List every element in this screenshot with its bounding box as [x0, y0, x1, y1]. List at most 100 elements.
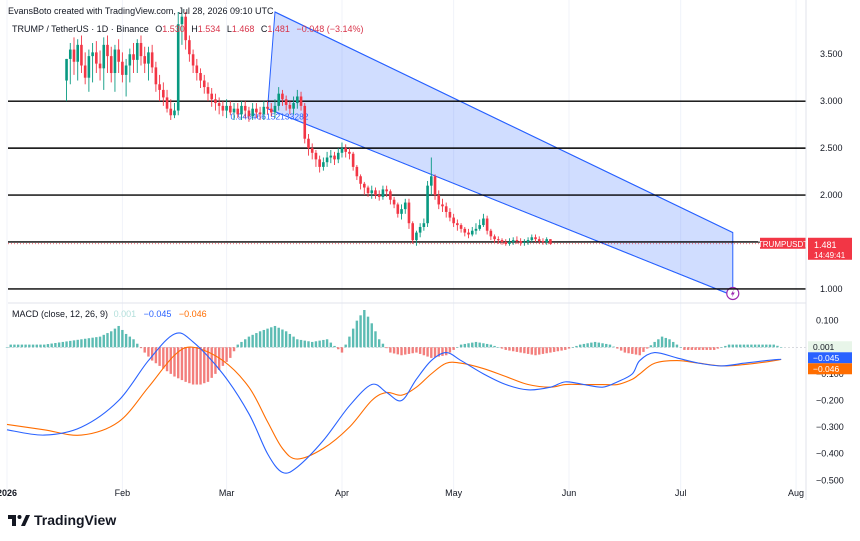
- candle-body: [273, 105, 277, 113]
- macd-histogram-bar: [489, 344, 493, 348]
- macd-histogram-bar: [288, 333, 292, 348]
- macd-histogram-bar: [303, 340, 306, 348]
- symbol-tag-text: TRUMPUSDT: [758, 240, 808, 249]
- macd-histogram-bar: [344, 344, 347, 348]
- candle-body: [422, 223, 426, 227]
- candle-body: [437, 195, 441, 205]
- macd-histogram-bar: [549, 347, 552, 353]
- candle-body: [284, 99, 288, 105]
- tradingview-logo[interactable]: TradingView: [8, 512, 116, 528]
- symbol-name: TRUMP / TetherUS · 1D · Binance: [12, 24, 149, 34]
- candle-body: [426, 185, 429, 224]
- macd-histogram-bar: [672, 341, 675, 348]
- macd-histogram-bar: [645, 347, 649, 349]
- macd-histogram-bar: [586, 343, 589, 348]
- horizontal-levels[interactable]: [8, 100, 806, 290]
- macd-histogram-bar: [273, 325, 277, 348]
- candle-body: [296, 96, 299, 104]
- candle-body: [106, 44, 109, 57]
- macd-histogram-bar: [5, 347, 9, 348]
- candle-body: [91, 52, 94, 57]
- macd-indicator-name: MACD (close, 12, 26, 9): [12, 309, 109, 319]
- lightning-icon: [730, 289, 735, 298]
- x-tick-label: 2026: [0, 488, 17, 498]
- channel-annotation: 0.946466152133282: [231, 112, 309, 122]
- candle-body: [154, 67, 158, 85]
- x-tick-label: Apr: [335, 488, 349, 498]
- candle-body: [329, 155, 333, 158]
- macd-histogram-bar: [46, 344, 50, 348]
- candle-body: [139, 42, 143, 57]
- macd-histogram-bar: [206, 347, 210, 382]
- candle-body: [526, 240, 530, 242]
- macd-legend[interactable]: MACD (close, 12, 26, 9) 0.001 −0.045 −0.…: [12, 309, 207, 319]
- candle-body: [247, 110, 251, 117]
- candle-body: [180, 16, 184, 25]
- candle-body: [504, 241, 508, 244]
- countdown-text: 14:49:41: [814, 251, 846, 260]
- signal-line: [6, 346, 782, 460]
- macd-histogram-bar: [389, 347, 392, 353]
- candle-body: [158, 84, 161, 90]
- x-tick-label: Jun: [562, 488, 577, 498]
- macd-histogram-bar: [307, 341, 310, 348]
- candle-body: [403, 202, 407, 210]
- open-label: O: [155, 24, 163, 34]
- macd-histogram-bar: [772, 344, 775, 348]
- macd-histogram-bar: [57, 342, 61, 348]
- candle-body: [277, 93, 281, 106]
- macd-histogram-bar: [500, 347, 504, 349]
- macd-histogram-bar: [366, 316, 370, 348]
- candle-body: [165, 97, 169, 109]
- macd-histogram-bar: [627, 347, 630, 354]
- macd-histogram-bar: [701, 347, 705, 350]
- candle-body: [251, 108, 254, 117]
- macd-histogram-bar: [426, 347, 429, 357]
- macd-histogram-bar: [716, 347, 720, 349]
- macd-histogram-bar: [690, 347, 694, 350]
- candle-body: [113, 49, 117, 74]
- candle-body: [537, 239, 541, 242]
- price-tag-text: 1.481: [814, 240, 837, 250]
- macd-histogram-bar: [210, 347, 213, 378]
- candle-body: [511, 240, 515, 242]
- candle-body: [325, 157, 329, 163]
- macd-histogram-bar: [177, 347, 180, 379]
- macd-histogram-bar: [459, 344, 463, 348]
- symbol-legend[interactable]: TRUMP / TetherUS · 1D · Binance O1.530 H…: [12, 24, 364, 34]
- candle-body: [217, 103, 221, 106]
- macd-histogram-bar: [139, 347, 143, 349]
- macd-histogram-bar: [560, 347, 563, 351]
- candle-body: [121, 61, 124, 75]
- candle-body: [396, 204, 400, 214]
- candle-body: [489, 230, 493, 237]
- macd-histogram-bar: [631, 347, 634, 354]
- candle-body: [351, 153, 355, 167]
- macd-histogram-bar: [16, 344, 20, 348]
- macd-histogram-bar: [191, 347, 195, 385]
- candle-body: [452, 217, 455, 224]
- macd-histogram-tag: [808, 341, 852, 353]
- candle-body: [478, 225, 481, 229]
- candle-body: [310, 148, 314, 153]
- macd-histogram-bar: [679, 347, 682, 348]
- candle-body: [281, 93, 284, 100]
- macd-line-tag-text: −0.045: [813, 353, 840, 363]
- descending-channel[interactable]: 0.946466152133282: [231, 11, 740, 301]
- candlestick-series: [65, 9, 552, 246]
- macd-histogram-bar: [158, 347, 161, 366]
- macd-histogram-bar: [456, 347, 459, 348]
- candle-body: [400, 209, 403, 214]
- macd-line: [6, 332, 782, 474]
- grid-lines: [6, 0, 797, 500]
- candle-body: [199, 73, 202, 81]
- macd-histogram-bar: [694, 347, 697, 350]
- macd-histogram-bar: [355, 320, 359, 348]
- macd-histogram-bar: [765, 344, 768, 348]
- macd-histogram-bar: [225, 347, 228, 362]
- macd-histogram-bar: [538, 347, 541, 355]
- candle-body: [210, 93, 214, 100]
- macd-histogram-bar: [396, 347, 400, 355]
- macd-signal-tag: [808, 363, 852, 375]
